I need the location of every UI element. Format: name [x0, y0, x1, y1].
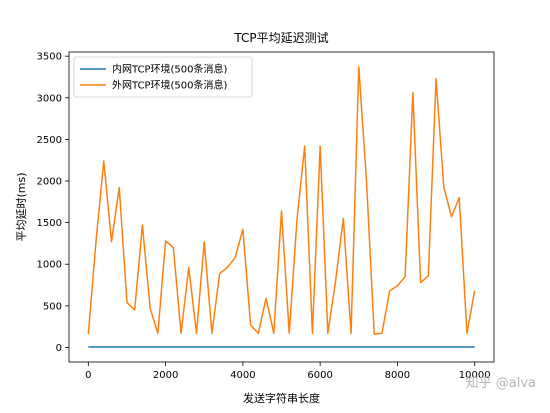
x-tick-label: 10000 [459, 370, 491, 381]
plot-area: 0 2000 4000 6000 8000 10000 0 500 1000 1500 2000 25… [37, 51, 495, 381]
y-tick-label: 1500 [37, 218, 62, 229]
legend: 内网TCP环境(500条消息) 外网TCP环境(500条消息) [73, 56, 253, 98]
y-tick-label: 2000 [37, 176, 62, 187]
x-tick-label: 0 [85, 370, 91, 381]
y-tick-label: 0 [56, 343, 62, 354]
y-tick-label: 500 [43, 301, 62, 312]
watermark: 知乎 @alva [465, 376, 536, 391]
x-tick-label: 6000 [307, 370, 332, 381]
x-axis-label: 发送字符串长度 [243, 391, 320, 405]
x-tick-label: 4000 [230, 370, 255, 381]
plot-frame [68, 51, 495, 363]
y-tick-label: 3000 [37, 93, 62, 104]
y-axis-label: 平均延时(ms) [15, 172, 28, 241]
x-tick-label: 2000 [153, 370, 178, 381]
legend-box [73, 56, 253, 98]
y-tick-label: 1000 [37, 260, 62, 271]
x-tick-label: 8000 [385, 370, 410, 381]
legend-label-2: 外网TCP环境(500条消息) [112, 79, 228, 92]
legend-label-1: 内网TCP环境(500条消息) [112, 63, 228, 76]
series-line-2 [87, 66, 476, 335]
chart-title: TCP平均延迟测试 [233, 30, 328, 45]
y-tick-label: 2500 [37, 135, 62, 146]
y-tick-label: 3500 [37, 52, 62, 63]
